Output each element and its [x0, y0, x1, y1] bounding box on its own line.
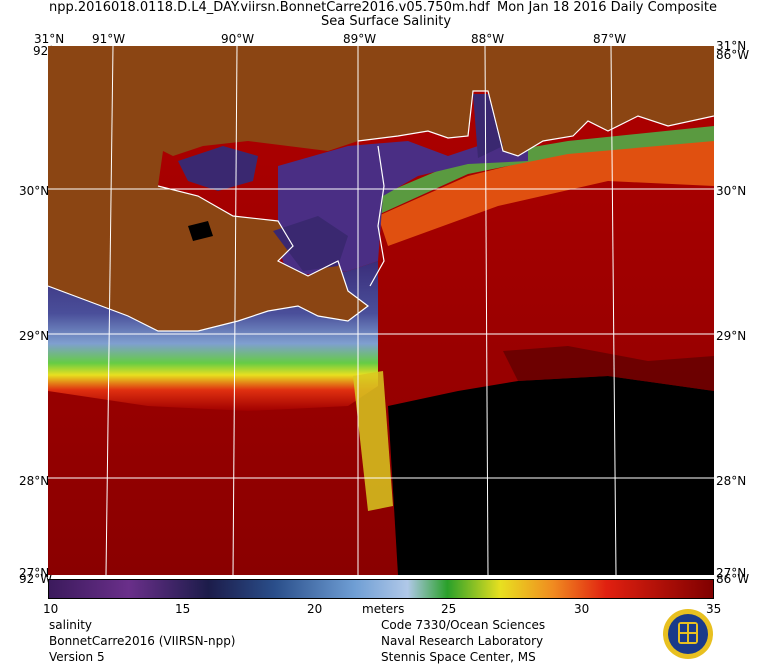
- lon-label-89w: 89°W: [343, 32, 377, 46]
- image-filename: npp.2016018.0118.D.L4_DAY.viirsn.BonnetC…: [49, 0, 717, 15]
- colorbar-tick-15: 15: [175, 602, 191, 616]
- lat-label-30n-right: 30°N: [716, 184, 747, 198]
- filename-text: npp.2016018.0118.D.L4_DAY.viirsn.BonnetC…: [49, 0, 490, 15]
- lat-label-29n-left: 29°N: [19, 329, 50, 343]
- corner-lon-bottom-right: 86°W: [716, 572, 750, 586]
- product-title: Sea Surface Salinity: [321, 14, 452, 29]
- mixed-region: [503, 346, 714, 391]
- corner-lon-top-right: 86°W: [716, 48, 750, 62]
- colorbar-tick-35: 35: [706, 602, 722, 616]
- footer-dataset: BonnetCarre2016 (VIIRSN-npp): [49, 634, 236, 648]
- graticule: [48, 45, 714, 576]
- colorbar-tick-10: 10: [43, 602, 59, 616]
- colorbar-tick-20: 20: [307, 602, 323, 616]
- colorbar-tick-30: 30: [574, 602, 590, 616]
- lat-label-28n-left: 28°N: [19, 474, 50, 488]
- corner-lat-bottom-left: 27°N: [19, 566, 50, 580]
- river-delta-outline: [369, 145, 385, 287]
- barataria-bay: [273, 216, 348, 271]
- east-coastal-plume: [378, 136, 714, 246]
- footer-variable: salinity: [49, 618, 93, 632]
- salinity-map-svg: [47, 45, 715, 576]
- mobile-bay: [473, 94, 503, 158]
- east-nearshore-fresh: [378, 126, 714, 214]
- inland-nodata: [188, 221, 213, 241]
- lon-label-88w: 88°W: [471, 32, 505, 46]
- colorbar: [48, 579, 714, 599]
- footer-left: salinity BonnetCarre2016 (VIIRSN-npp) Ve…: [49, 617, 236, 665]
- land-mass: [48, 46, 714, 331]
- footer-lab: Naval Research Laboratory: [381, 634, 544, 648]
- river-plume-strip: [353, 371, 393, 511]
- lat-label-28n-right: 28°N: [716, 474, 747, 488]
- corner-lon-bottom-left: 92°W: [19, 572, 53, 586]
- footer-location: Stennis Space Center, MS: [381, 650, 536, 664]
- lon-label-91w: 91°W: [92, 32, 126, 46]
- lon-label-87w: 87°W: [593, 32, 627, 46]
- colorbar-units: meters: [362, 602, 405, 616]
- footer-code: Code 7330/Ocean Sciences: [381, 618, 546, 632]
- corner-lat-bottom-right: 27°N: [716, 566, 747, 580]
- no-data-region: [388, 376, 714, 575]
- footer-right: Code 7330/Ocean Sciences Naval Research …: [381, 617, 545, 665]
- lon-label-90w: 90°W: [221, 32, 255, 46]
- nrl-seal-icon: [663, 609, 713, 659]
- footer-version: Version 5: [49, 650, 105, 664]
- lat-label-30n-left: 30°N: [19, 184, 50, 198]
- corner-lat-top-right: 31°N: [716, 39, 747, 53]
- salinity-map: [47, 45, 715, 576]
- colorbar-tick-25: 25: [441, 602, 457, 616]
- lake-pontchartrain: [178, 146, 258, 191]
- corner-lat-top-left: 31°N: [34, 32, 65, 46]
- lat-label-29n-right: 29°N: [716, 329, 747, 343]
- composite-date: Mon Jan 18 2016 Daily Composite: [497, 0, 718, 15]
